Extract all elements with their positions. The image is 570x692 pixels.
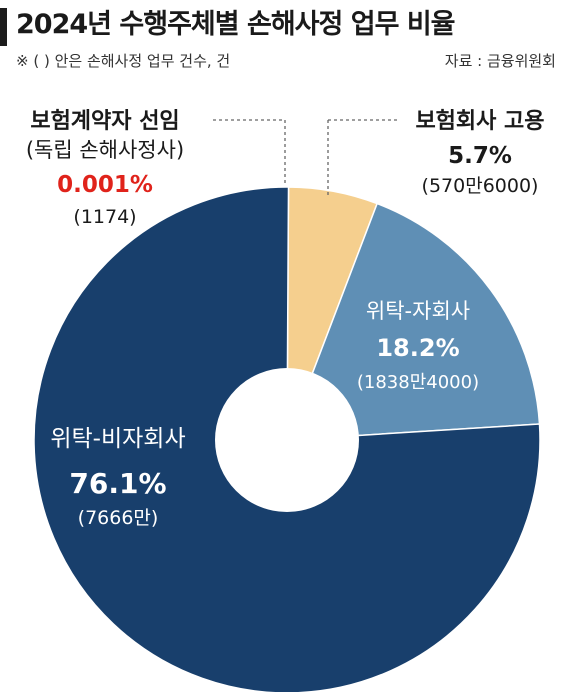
pie-slice-non-subsidiary <box>33 186 541 692</box>
slice-count-subsidiary: (1838만4000) <box>357 372 479 393</box>
slice-value-insurer: 5.7% <box>448 143 512 169</box>
slice-name-independent: 보험계약자 선임 <box>30 108 179 134</box>
chart-source: 자료 : 금융위원회 <box>444 52 556 70</box>
title-accent-bar <box>0 8 7 46</box>
slice-subname-independent: (독립 손해사정사) <box>26 138 184 162</box>
slice-count-independent: (1174) <box>73 206 136 228</box>
slice-value-subsidiary: 18.2% <box>376 334 459 362</box>
slice-value-non-subsidiary: 76.1% <box>69 467 166 500</box>
slice-name-subsidiary: 위탁-자회사 <box>366 299 470 323</box>
donut-hole <box>215 368 359 512</box>
slice-value-independent: 0.001% <box>57 172 153 198</box>
slice-name-non-subsidiary: 위탁-비자회사 <box>50 426 185 452</box>
chart-note: ※ ( ) 안은 손해사정 업무 건수, 건 <box>16 52 231 70</box>
pie-slice-subsidiary <box>285 202 541 441</box>
slice-name-insurer: 보험회사 고용 <box>415 108 544 134</box>
slice-count-insurer: (570만6000) <box>422 175 539 197</box>
chart-title: 2024년 수행주체별 손해사정 업무 비율 <box>16 9 456 40</box>
slice-count-non-subsidiary: (7666만) <box>78 507 159 529</box>
